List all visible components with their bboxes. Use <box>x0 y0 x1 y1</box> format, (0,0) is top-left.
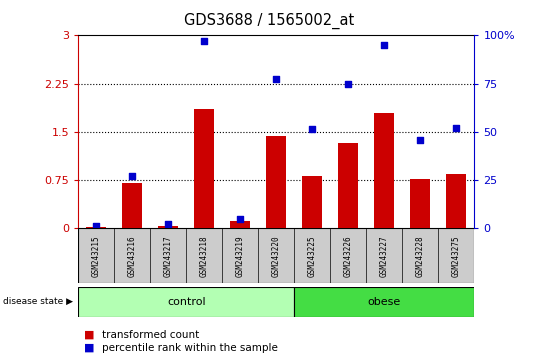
Bar <box>302 176 322 228</box>
Point <box>128 173 136 178</box>
Point <box>236 216 245 222</box>
Bar <box>446 174 466 228</box>
Point <box>200 38 209 44</box>
Point <box>452 125 461 131</box>
Text: GSM243215: GSM243215 <box>92 235 101 276</box>
Text: ■: ■ <box>84 330 94 339</box>
Text: GSM243227: GSM243227 <box>380 235 389 276</box>
Bar <box>410 179 430 228</box>
Text: GSM243275: GSM243275 <box>452 235 461 276</box>
Bar <box>78 287 294 317</box>
Bar <box>294 287 474 317</box>
Bar <box>266 136 286 228</box>
Point <box>92 223 100 229</box>
Bar <box>158 227 178 228</box>
Text: GSM243228: GSM243228 <box>416 235 425 276</box>
Text: GSM243219: GSM243219 <box>236 235 245 276</box>
Text: control: control <box>167 297 205 307</box>
Text: GDS3688 / 1565002_at: GDS3688 / 1565002_at <box>184 12 355 29</box>
Text: GSM243216: GSM243216 <box>128 235 137 276</box>
Bar <box>338 143 358 228</box>
Bar <box>86 227 106 228</box>
Point <box>344 81 353 86</box>
Point <box>380 42 389 48</box>
Text: transformed count: transformed count <box>102 330 199 339</box>
Text: GSM243226: GSM243226 <box>344 235 353 276</box>
Text: GSM243220: GSM243220 <box>272 235 281 276</box>
Text: obese: obese <box>368 297 401 307</box>
Text: GSM243225: GSM243225 <box>308 235 317 276</box>
Point <box>272 76 281 82</box>
Text: GSM243218: GSM243218 <box>200 235 209 276</box>
Bar <box>122 183 142 228</box>
Bar <box>194 109 214 228</box>
Point <box>416 137 425 142</box>
Text: disease state ▶: disease state ▶ <box>3 297 73 306</box>
Bar <box>230 221 250 228</box>
Bar <box>375 113 394 228</box>
Point <box>164 222 172 227</box>
Point <box>308 126 316 132</box>
Text: percentile rank within the sample: percentile rank within the sample <box>102 343 278 353</box>
Text: ■: ■ <box>84 343 94 353</box>
Text: GSM243217: GSM243217 <box>164 235 172 276</box>
